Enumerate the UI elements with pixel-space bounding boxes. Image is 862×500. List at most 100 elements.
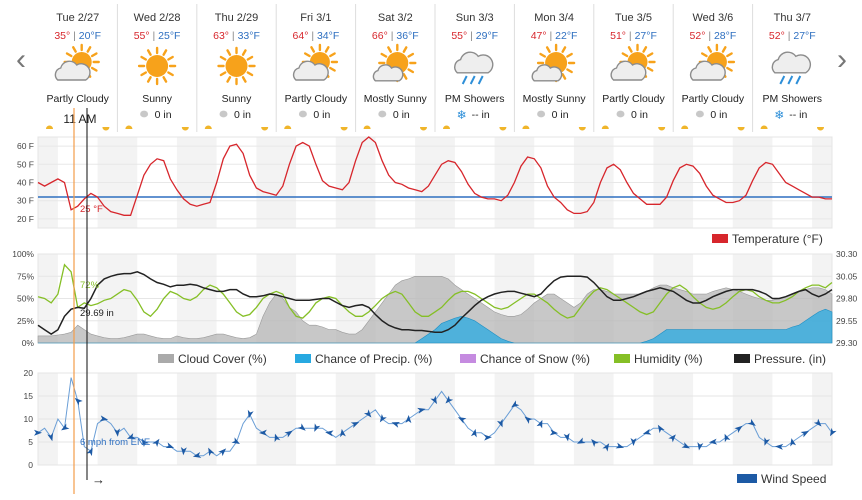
day-6[interactable]: Sun 3/3 55° | 29°F PM Showers ❄ -- in	[434, 4, 507, 132]
wind-direction-marker	[445, 395, 454, 404]
sun-ray	[700, 52, 708, 58]
sunny-icon	[137, 46, 177, 86]
sun-ray	[627, 46, 633, 53]
day-condition: PM Showers	[445, 93, 505, 105]
wind-y-tick: 10	[24, 414, 34, 424]
sun-ray	[726, 66, 733, 72]
cloud-cover-series-area	[37, 276, 833, 344]
day-temp-separator: |	[388, 30, 397, 42]
sun-ray	[241, 49, 247, 56]
day-date: Sat 3/2	[378, 12, 413, 24]
wind-direction-marker	[314, 423, 321, 432]
day-8[interactable]: Tue 3/5 51° | 27°F Partly Cloudy 0 in	[593, 4, 666, 132]
sunrise-icon	[363, 125, 371, 129]
sunrise-icon	[522, 125, 530, 129]
sunrise-icon	[46, 125, 53, 129]
day-10[interactable]: Thu 3/7 52° | 27°F PM Showers ❄ -- in	[752, 4, 824, 132]
day-low-temp: 27°F	[635, 30, 657, 42]
precip-chance-legend: Chance of Precip. (%)	[295, 352, 432, 366]
sun-ray	[167, 71, 174, 77]
sun-ray	[146, 49, 152, 56]
day-5[interactable]: Sat 3/2 66° | 36°F Mostly Sunny 0 in	[355, 4, 428, 132]
day-4[interactable]: Fri 3/1 64° | 34°F Partly Cloudy 0 in	[275, 4, 348, 132]
day-temp-separator: |	[150, 30, 159, 42]
wind-direction-marker	[165, 442, 175, 449]
wind-direction-marker	[630, 438, 637, 446]
wind-direction-marker	[615, 442, 625, 449]
sun-ray	[140, 55, 148, 61]
sun-ray	[162, 76, 168, 83]
precip-drop-icon	[298, 110, 307, 118]
wind-direction-marker	[391, 421, 401, 428]
day-9[interactable]: Wed 3/6 52° | 28°F Partly Cloudy 0 in	[672, 4, 745, 132]
day-precip-amount: -- in	[789, 109, 807, 121]
temp-y-tick: 20 F	[17, 214, 34, 224]
wind-direction-marker	[747, 418, 756, 426]
snowflake-icon: ❄	[774, 108, 784, 122]
day-condition: Partly Cloudy	[285, 93, 348, 105]
sun-ray	[303, 52, 311, 58]
wind-direction-marker	[61, 423, 70, 431]
wind-speed-legend: Wind Speed	[737, 472, 826, 486]
day-hi-lo: 51° | 27°F	[610, 30, 657, 42]
percent-y-tick: 75%	[17, 271, 34, 281]
day-hi-lo: 47° | 22°F	[531, 30, 578, 42]
day-7[interactable]: Mon 3/4 47° | 22°F Mostly Sunny 0 in	[513, 4, 586, 132]
sunset-icon	[340, 127, 348, 131]
sunset-icon	[102, 127, 110, 131]
wind-direction-marker	[563, 432, 570, 442]
temperature-series-line	[37, 136, 832, 216]
wind-direction-marker	[697, 442, 704, 451]
wind-direction-marker	[591, 439, 599, 447]
wind-direction-marker	[339, 428, 346, 438]
precip-chance-series-area	[38, 308, 833, 344]
sun-ray	[561, 73, 567, 80]
percent-y-tick: 25%	[17, 316, 34, 326]
day-2[interactable]: Wed 2/28 55° | 25°F Sunny 0 in	[116, 4, 189, 132]
wind-direction-marker	[126, 433, 136, 439]
day-precip-amount: 0 in	[552, 109, 569, 121]
sun-ray	[162, 49, 168, 56]
day-condition: Partly Cloudy	[602, 93, 665, 105]
day-hi-lo: 64° | 34°F	[293, 30, 340, 42]
temp-y-tick: 60 F	[17, 141, 34, 151]
pressure-y-tick: 29.55	[836, 316, 858, 326]
sun-ray	[65, 52, 73, 58]
sunny-icon	[217, 46, 256, 86]
wind-readout: 6 mph from ENE	[80, 437, 150, 448]
sun-ray	[566, 68, 573, 74]
previous-days-button[interactable]: ‹	[16, 43, 26, 76]
wind-direction-marker	[99, 415, 109, 422]
day-hi-lo: 55° | 29°F	[451, 30, 498, 42]
cloud-shape	[372, 64, 404, 82]
sun-ray	[642, 46, 648, 53]
day-1[interactable]: Tue 2/27 35° | 20°F Partly Cloudy	[46, 12, 110, 131]
sun-ray	[407, 68, 415, 74]
day-condition: Sunny	[142, 93, 173, 105]
wind-direction-marker	[284, 430, 293, 438]
precip-drop-icon	[378, 110, 387, 118]
wind-direction-marker	[180, 447, 187, 456]
rain-drop	[779, 75, 786, 85]
temp-y-tick: 40 F	[17, 178, 34, 188]
day-condition: Partly Cloudy	[682, 93, 745, 105]
day-high-temp: 52°	[769, 30, 785, 42]
showers-icon	[454, 51, 494, 85]
partly-cloudy-icon	[689, 43, 736, 81]
legend-label: Chance of Precip. (%)	[315, 352, 432, 366]
sun-ray	[219, 55, 227, 61]
day-low-temp: 20°F	[79, 30, 101, 42]
day-3[interactable]: Thu 2/29 63° | 33°F Sunny 0 in	[196, 4, 269, 132]
day-high-temp: 64°	[293, 30, 309, 42]
wind-direction-marker	[297, 423, 306, 431]
sun-ray	[402, 46, 408, 53]
sun-ray	[324, 46, 330, 53]
sun-ray	[380, 52, 388, 58]
percent-y-tick: 100%	[12, 249, 34, 259]
wind-direction-marker	[152, 438, 160, 447]
wind-direction-marker	[724, 433, 731, 443]
sunset-icon	[737, 127, 745, 131]
next-days-button[interactable]: ›	[837, 43, 847, 76]
day-temp-separator: |	[308, 30, 317, 42]
partly-cloudy-icon	[54, 43, 100, 81]
